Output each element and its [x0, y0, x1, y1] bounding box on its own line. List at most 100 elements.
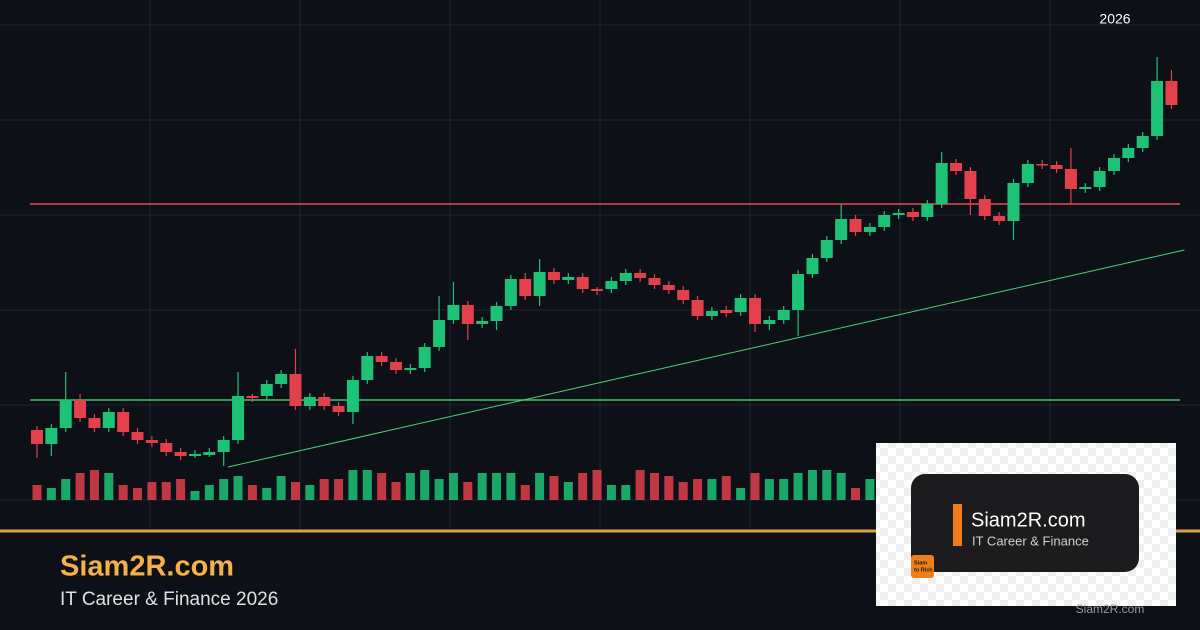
- logo-title: Siam2R.com: [971, 509, 1085, 531]
- volume-bar: [262, 488, 272, 500]
- grid: [0, 0, 1200, 530]
- candle-body: [1122, 148, 1135, 158]
- candle-body: [1151, 81, 1164, 136]
- candle-body: [964, 171, 977, 199]
- candle-body: [145, 440, 158, 443]
- candle-body: [203, 452, 216, 455]
- volume-bar: [290, 482, 300, 500]
- candle-body: [246, 396, 259, 398]
- candle-body: [131, 432, 144, 440]
- volume-bar: [32, 485, 42, 500]
- candle-body: [45, 428, 58, 444]
- candle-body: [318, 397, 331, 406]
- volume-bar: [621, 485, 631, 500]
- candle-body: [720, 310, 733, 313]
- volume-bar: [405, 473, 415, 500]
- candle-body: [332, 406, 345, 412]
- candle-body: [289, 374, 302, 406]
- volume-bar: [678, 482, 688, 500]
- volume-bar: [779, 479, 789, 500]
- candle-body: [275, 374, 288, 384]
- candle-body: [31, 430, 43, 444]
- candle-body: [547, 272, 560, 280]
- candle-body: [346, 380, 359, 412]
- candle-body: [605, 281, 618, 289]
- volume-bar: [133, 488, 143, 500]
- candle-body: [461, 305, 474, 324]
- candle-body: [418, 347, 431, 368]
- candle-body: [849, 219, 862, 232]
- candle-body: [375, 356, 388, 362]
- candle-body: [777, 310, 790, 320]
- volume-bar: [247, 485, 257, 500]
- volume-bar: [233, 476, 243, 500]
- candle-body: [806, 258, 819, 274]
- volume-bar: [147, 482, 157, 500]
- candle-body: [1021, 164, 1034, 183]
- logo-bar: [953, 504, 962, 546]
- candle-body: [591, 289, 604, 291]
- volume-bar: [836, 473, 846, 500]
- candle-body: [1079, 187, 1092, 189]
- logo: Siam2R.com IT Career & Finance Siam to R…: [876, 443, 1176, 616]
- candle-body: [174, 452, 187, 456]
- volume-bar: [161, 482, 171, 500]
- volume-bar: [463, 482, 473, 500]
- candle-body: [634, 273, 647, 278]
- volume-bar: [764, 479, 774, 500]
- candle-body: [1136, 136, 1149, 148]
- candle-body: [749, 298, 761, 324]
- candle-body: [906, 212, 919, 217]
- candle-body: [519, 279, 532, 296]
- volume-bar: [448, 473, 458, 500]
- volume-bar: [822, 470, 832, 500]
- logo-caption: Siam2R.com: [1076, 602, 1145, 616]
- volume-bar: [89, 470, 99, 500]
- volume-bar: [75, 473, 85, 500]
- candle-body: [662, 285, 675, 290]
- trend-line: [227, 249, 1185, 468]
- logo-card: [911, 474, 1139, 572]
- volume-bar: [434, 479, 444, 500]
- candle-body: [705, 311, 718, 316]
- volume-bar: [61, 479, 71, 500]
- badge-line: Siam: [914, 560, 927, 566]
- candle-body: [59, 400, 72, 428]
- candle-body: [102, 412, 115, 428]
- candle-body: [74, 400, 87, 418]
- volume-bar: [477, 473, 487, 500]
- candle-body: [390, 362, 402, 370]
- candle-body: [1165, 81, 1178, 105]
- volume-bar: [319, 479, 329, 500]
- year-label: 2026: [1099, 11, 1130, 27]
- footer-title: Siam2R.com: [60, 551, 234, 583]
- volume-bar: [606, 485, 616, 500]
- volume-bar: [649, 473, 659, 500]
- candle-body: [361, 356, 374, 380]
- candle-body: [562, 277, 575, 280]
- candle-body: [217, 440, 230, 452]
- candle-body: [447, 305, 460, 320]
- candle-body: [1108, 158, 1120, 171]
- volume-bar: [276, 476, 286, 500]
- candle-body: [188, 454, 201, 456]
- volume-bar: [865, 479, 875, 500]
- candle-body: [232, 396, 245, 440]
- volume-bar: [721, 476, 731, 500]
- candle-body: [993, 216, 1006, 221]
- volume-bar: [664, 476, 674, 500]
- candle-body: [1050, 165, 1063, 169]
- volume-bar: [635, 470, 645, 500]
- volume-bar: [736, 488, 746, 500]
- volume-bar: [592, 470, 602, 500]
- logo-subtitle: IT Career & Finance: [972, 533, 1089, 548]
- volume-bar: [362, 470, 372, 500]
- volume-bar: [204, 485, 214, 500]
- candle-body: [160, 443, 173, 452]
- volume-bar: [348, 470, 358, 500]
- volume-bar: [807, 470, 817, 500]
- volume-bar: [219, 479, 229, 500]
- candle-body: [734, 298, 747, 312]
